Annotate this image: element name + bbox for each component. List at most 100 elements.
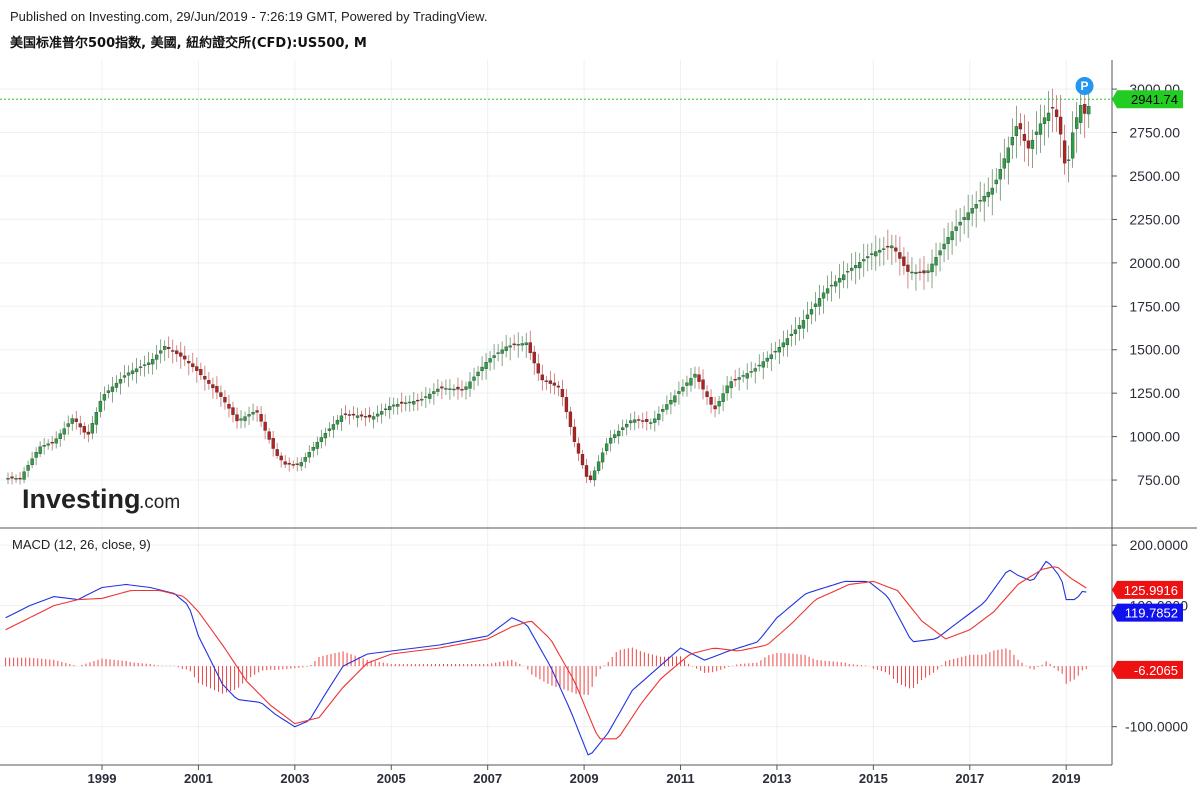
candle — [568, 406, 573, 436]
candle-body — [1010, 136, 1015, 146]
candle-body — [745, 373, 749, 379]
candle — [821, 285, 826, 314]
candle-body — [1026, 140, 1031, 149]
candle — [914, 264, 918, 291]
candle-body — [383, 408, 388, 411]
candle-body — [207, 380, 211, 384]
candle — [134, 357, 139, 384]
candle — [219, 385, 223, 407]
candle — [416, 393, 420, 411]
candle-body — [82, 426, 86, 433]
candle-body — [1054, 109, 1059, 118]
candle-body — [669, 399, 673, 405]
candle-body — [821, 292, 826, 299]
candle — [1026, 121, 1031, 167]
candle — [267, 427, 271, 444]
time-tick-label: 2003 — [280, 771, 309, 786]
candle-body — [777, 346, 782, 353]
candle-body — [404, 402, 408, 404]
candle-body — [918, 271, 922, 274]
candle-body — [199, 369, 203, 376]
time-tick-label: 2019 — [1052, 771, 1081, 786]
candle — [26, 460, 30, 478]
candle-body — [641, 420, 645, 422]
candle — [424, 387, 428, 409]
candle-body — [560, 389, 565, 398]
candle — [42, 437, 46, 455]
macd-value-tag-label: 119.7852 — [1125, 606, 1178, 621]
macd-value-tag: 119.7852 — [1112, 603, 1183, 622]
price-tick-label: 750.00 — [1137, 472, 1180, 488]
candle-body — [42, 445, 46, 447]
candle — [323, 427, 328, 446]
candle — [536, 353, 540, 381]
candle — [464, 381, 468, 400]
candle — [1006, 136, 1010, 185]
candle-body — [432, 391, 436, 394]
candle-body — [817, 298, 822, 307]
candle-body — [307, 452, 311, 458]
candle — [854, 251, 858, 285]
candle-body — [785, 338, 790, 346]
candle — [661, 404, 665, 422]
candle — [291, 460, 295, 469]
candle-body — [962, 217, 966, 220]
candle — [797, 316, 802, 341]
candle-body — [416, 399, 420, 402]
candle-body — [70, 418, 74, 424]
candle — [544, 375, 548, 391]
candle-body — [175, 350, 179, 355]
candle — [902, 247, 906, 275]
candle — [633, 411, 637, 431]
candle-body — [142, 364, 147, 366]
candle — [74, 410, 78, 430]
candle — [588, 471, 593, 483]
candle — [126, 365, 131, 387]
candle — [1070, 111, 1075, 168]
candle-body — [34, 452, 38, 458]
candle-body — [1034, 131, 1039, 135]
candle — [994, 168, 998, 193]
candle — [351, 406, 356, 420]
candle — [966, 194, 970, 238]
candle-body — [375, 413, 380, 417]
candle-body — [440, 386, 444, 389]
candle-body — [219, 392, 223, 397]
candle-body — [315, 441, 319, 449]
price-tick-label: 1000.00 — [1129, 429, 1180, 445]
candle — [918, 258, 922, 281]
candle — [203, 365, 207, 391]
candle — [950, 221, 954, 255]
candle-body — [1014, 126, 1019, 137]
candle — [440, 381, 444, 400]
candle — [548, 371, 553, 394]
candle-body — [408, 401, 412, 404]
candle-body — [621, 427, 625, 431]
candle-body — [163, 346, 167, 350]
candle-body — [958, 221, 962, 226]
candle — [1042, 105, 1047, 146]
candle — [379, 403, 384, 424]
candle-body — [725, 385, 729, 394]
candle-body — [90, 423, 95, 434]
candle-body — [564, 397, 569, 413]
candle-body — [114, 382, 119, 388]
candle — [6, 472, 10, 485]
candle — [207, 372, 211, 390]
candle-body — [568, 411, 573, 428]
candle — [215, 376, 219, 400]
candle-body — [1050, 107, 1055, 109]
candle-body — [22, 471, 26, 480]
candle — [898, 236, 902, 276]
candle-body — [355, 415, 360, 418]
candle — [339, 408, 344, 431]
p-marker[interactable]: P — [1075, 77, 1094, 95]
last-price-tag-label: 2941.74 — [1131, 92, 1178, 107]
candle — [841, 261, 846, 289]
candle — [982, 183, 986, 222]
candle-body — [154, 354, 159, 360]
candle-body — [1002, 158, 1006, 169]
candle — [138, 359, 143, 376]
macd-tick-label: 200.0000 — [1130, 537, 1189, 553]
